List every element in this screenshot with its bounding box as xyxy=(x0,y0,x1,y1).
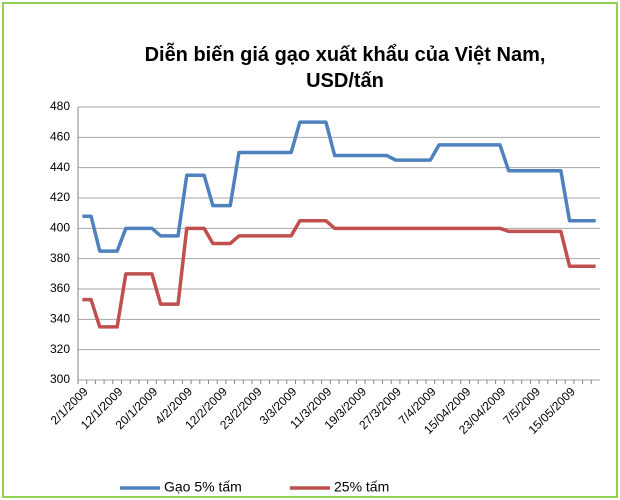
y-tick-label: 400 xyxy=(50,221,70,235)
y-tick-label: 420 xyxy=(50,190,70,204)
legend-label: Gạo 5% tấm xyxy=(164,479,242,495)
y-tick-label: 440 xyxy=(50,160,70,174)
series-line xyxy=(82,219,596,329)
y-tick-label: 300 xyxy=(50,372,70,386)
y-tick-label: 380 xyxy=(50,251,70,265)
y-tick-label: 320 xyxy=(50,342,70,356)
y-tick-label: 480 xyxy=(50,99,70,113)
legend-label: 25% tấm xyxy=(334,479,389,495)
y-tick-label: 460 xyxy=(50,130,70,144)
series-line xyxy=(82,120,596,253)
chart-title: Diễn biến giá gạo xuất khẩu của Việt Nam… xyxy=(144,44,546,92)
y-tick-label: 340 xyxy=(50,312,70,326)
y-tick-label: 360 xyxy=(50,281,70,295)
